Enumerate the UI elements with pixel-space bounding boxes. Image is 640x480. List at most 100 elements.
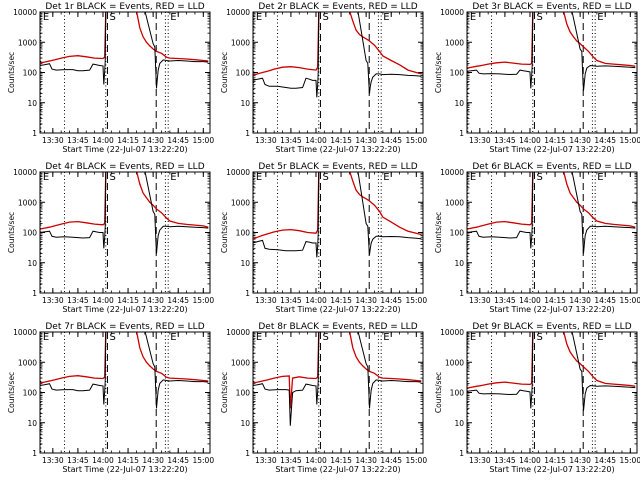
y-tick-label: 10000 (13, 168, 37, 177)
x-tick-label: 15:00 (619, 136, 640, 145)
marker-label: S (109, 172, 115, 183)
x-tick-label: 14:45 (594, 456, 616, 465)
x-tick-label: 13:45 (494, 456, 516, 465)
plot-frame (252, 11, 424, 134)
marker-label: S (536, 172, 542, 183)
x-tick-label: 13:30 (255, 296, 277, 305)
series-line-black-panel-9 (467, 332, 636, 411)
y-tick-label: 1000 (18, 358, 37, 367)
marker-label: E (43, 12, 49, 23)
y-tick-label: 10000 (226, 168, 250, 177)
x-tick-label: 14:15 (117, 136, 139, 145)
y-tick-label: 1000 (445, 38, 464, 47)
y-tick-label: 10000 (226, 328, 250, 337)
marker-label: E (256, 332, 262, 343)
x-tick-label: 14:30 (569, 296, 591, 305)
series-line-red-panel-3 (467, 12, 636, 69)
series-line-black-panel-4 (40, 172, 209, 254)
y-tick-label: 1 (32, 449, 37, 458)
series-line-black-panel-2 (253, 12, 422, 98)
x-tick-label: 14:30 (355, 296, 377, 305)
plot-frame (39, 331, 211, 454)
x-tick-label: 14:15 (544, 296, 566, 305)
y-axis-label: Counts/sec (220, 52, 229, 93)
x-tick-label: 14:15 (330, 296, 352, 305)
series-line-red-panel-1 (40, 12, 209, 64)
x-tick-label: 14:30 (355, 136, 377, 145)
y-tick-label: 1 (459, 289, 464, 298)
x-tick-label: 13:30 (469, 136, 491, 145)
panel-title: Det 3r BLACK = Events, RED = LLD (472, 2, 631, 12)
y-tick-label: 10000 (440, 8, 464, 17)
y-axis-label: Counts/sec (220, 212, 229, 253)
chart-panel-7: Det 7r BLACK = Events, RED = LLD 1 10 100 10… (7, 322, 214, 474)
marker-label: E (170, 12, 176, 23)
y-tick-label: 100 (23, 389, 38, 398)
plot-frame (39, 11, 211, 134)
y-tick-label: 10 (240, 419, 250, 428)
series-line-red-panel-4 (40, 172, 209, 230)
marker-label: S (322, 172, 328, 183)
y-axis-label: Counts/sec (434, 52, 443, 93)
x-tick-label: 14:15 (544, 456, 566, 465)
x-tick-label: 15:00 (192, 136, 214, 145)
x-tick-label: 13:45 (67, 296, 89, 305)
marker-label: S (322, 12, 328, 23)
x-tick-label: 14:45 (594, 296, 616, 305)
x-tick-label: 14:45 (167, 296, 189, 305)
y-axis-label: Counts/sec (434, 212, 443, 253)
y-axis-label: Counts/sec (220, 372, 229, 413)
y-tick-label: 1000 (445, 358, 464, 367)
x-axis-label: Start Time (22-Jul-07 13:22:20) (275, 145, 400, 154)
x-tick-label: 13:30 (469, 296, 491, 305)
y-tick-label: 10 (454, 419, 464, 428)
marker-label: S (536, 12, 542, 23)
x-tick-label: 14:30 (569, 136, 591, 145)
panel-title: Det 5r BLACK = Events, RED = LLD (258, 162, 417, 172)
y-tick-label: 1 (459, 449, 464, 458)
x-tick-label: 14:30 (142, 136, 164, 145)
y-tick-label: 100 (450, 389, 465, 398)
x-tick-label: 13:30 (469, 456, 491, 465)
x-tick-label: 13:45 (494, 296, 516, 305)
y-axis-label: Counts/sec (7, 212, 16, 253)
y-tick-label: 10000 (440, 328, 464, 337)
panel-title: Det 9r BLACK = Events, RED = LLD (472, 322, 631, 332)
x-tick-label: 14:15 (117, 456, 139, 465)
marker-label: E (383, 12, 389, 23)
marker-label: E (597, 12, 603, 23)
series-line-red-panel-5 (253, 172, 422, 240)
y-tick-label: 10 (27, 259, 37, 268)
x-tick-label: 13:45 (494, 136, 516, 145)
panel-title: Det 6r BLACK = Events, RED = LLD (472, 162, 631, 172)
plot-frame (466, 11, 638, 134)
x-tick-label: 13:30 (42, 296, 64, 305)
y-tick-label: 1000 (18, 38, 37, 47)
series-line-red-panel-2 (253, 12, 422, 77)
marker-label: S (109, 12, 115, 23)
x-tick-label: 15:00 (405, 456, 427, 465)
x-tick-label: 14:00 (92, 136, 114, 145)
x-axis-label: Start Time (22-Jul-07 13:22:20) (489, 145, 614, 154)
x-tick-label: 15:00 (619, 296, 640, 305)
x-tick-label: 13:45 (67, 136, 89, 145)
y-tick-label: 10 (454, 99, 464, 108)
panel-title: Det 1r BLACK = Events, RED = LLD (45, 2, 204, 12)
panel-title: Det 2r BLACK = Events, RED = LLD (258, 2, 417, 12)
x-tick-label: 13:30 (42, 456, 64, 465)
marker-label: S (322, 332, 328, 343)
y-tick-label: 1 (245, 129, 250, 138)
x-tick-label: 14:30 (142, 296, 164, 305)
marker-label: E (597, 172, 603, 183)
x-tick-label: 14:00 (305, 136, 327, 145)
marker-label: E (383, 332, 389, 343)
y-tick-label: 100 (236, 69, 251, 78)
x-tick-label: 14:00 (305, 296, 327, 305)
marker-label: E (170, 332, 176, 343)
x-tick-label: 14:00 (92, 296, 114, 305)
marker-label: S (109, 332, 115, 343)
y-tick-label: 1 (245, 449, 250, 458)
y-tick-label: 100 (23, 69, 38, 78)
y-tick-label: 10 (240, 259, 250, 268)
